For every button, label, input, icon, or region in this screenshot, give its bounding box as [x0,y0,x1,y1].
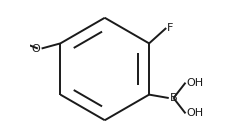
Text: OH: OH [185,108,202,118]
Text: O: O [32,43,40,54]
Text: B: B [169,93,177,103]
Text: OH: OH [185,78,202,88]
Text: F: F [166,23,173,33]
